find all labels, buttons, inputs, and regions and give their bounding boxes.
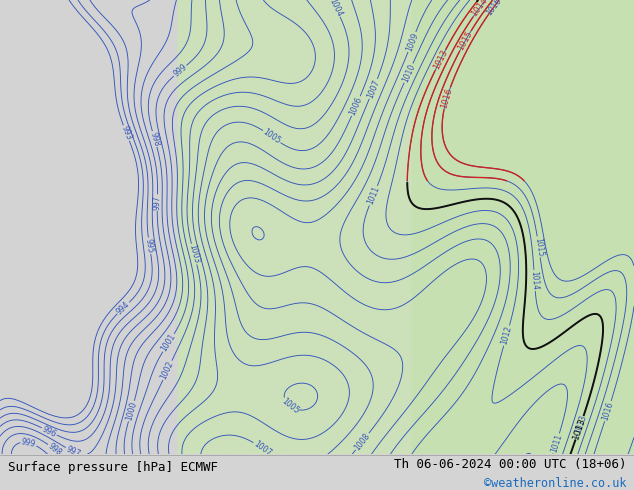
Text: 995: 995: [144, 238, 155, 254]
Text: 1011: 1011: [366, 185, 381, 206]
Text: 994: 994: [115, 300, 132, 317]
Text: 993: 993: [119, 124, 133, 142]
Text: 1010: 1010: [401, 63, 417, 84]
Text: 1008: 1008: [353, 431, 372, 452]
Text: 1007: 1007: [252, 440, 273, 458]
Text: 1016: 1016: [439, 87, 454, 110]
Text: 1013: 1013: [572, 416, 588, 440]
Text: 1009: 1009: [404, 31, 420, 52]
Text: 997: 997: [153, 195, 162, 210]
Text: 997: 997: [65, 444, 82, 459]
Text: Surface pressure [hPa] ECMWF: Surface pressure [hPa] ECMWF: [8, 461, 217, 474]
Text: 1002: 1002: [159, 360, 176, 381]
Text: 1006: 1006: [348, 96, 364, 117]
Text: 1004: 1004: [327, 0, 344, 18]
Text: 1005: 1005: [261, 127, 282, 146]
Text: 998: 998: [148, 131, 161, 147]
Text: 996: 996: [41, 424, 58, 439]
Text: 1016: 1016: [485, 0, 503, 17]
Text: 999: 999: [20, 437, 37, 449]
Text: 1003: 1003: [187, 244, 201, 265]
Text: 1012: 1012: [500, 325, 514, 346]
Text: 1000: 1000: [124, 400, 138, 421]
Text: 1005: 1005: [280, 397, 301, 416]
Text: 999: 999: [172, 63, 188, 79]
Text: 1015: 1015: [533, 237, 545, 257]
Text: 1001: 1001: [160, 332, 178, 353]
Text: 1011: 1011: [549, 433, 564, 454]
Text: ©weatheronline.co.uk: ©weatheronline.co.uk: [484, 477, 626, 490]
Text: 1013: 1013: [573, 414, 588, 435]
Text: 1015: 1015: [456, 29, 474, 52]
Text: 1007: 1007: [366, 78, 381, 99]
Text: 1016: 1016: [601, 400, 615, 421]
Text: 1013: 1013: [432, 49, 449, 72]
Text: Th 06-06-2024 00:00 UTC (18+06): Th 06-06-2024 00:00 UTC (18+06): [394, 458, 626, 471]
Text: 998: 998: [46, 441, 63, 458]
Text: 1014: 1014: [529, 270, 540, 291]
Text: 1014: 1014: [470, 0, 489, 19]
